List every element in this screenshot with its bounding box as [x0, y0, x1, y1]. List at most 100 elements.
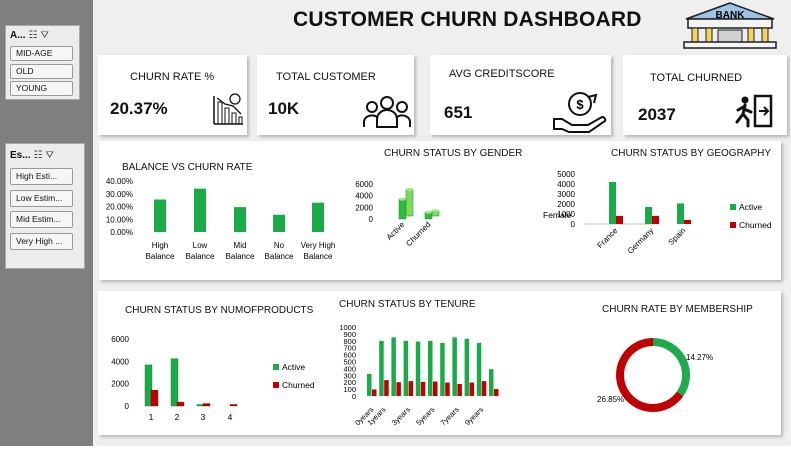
bar-2-active [171, 359, 178, 406]
x-tick-label: Mid [234, 241, 247, 250]
y-tick-label: 1000 [557, 210, 575, 219]
kpi-value: 10K [268, 99, 299, 119]
bar-10years-churned [494, 389, 499, 396]
bar-france-churned [616, 216, 623, 224]
estimated-salary-slicer[interactable]: Es... ☷ ⛛ High Esti... Low Estim... Mid … [5, 143, 85, 269]
clear-filter-icon[interactable]: ⛛ [46, 150, 54, 161]
bar-germany-active [645, 207, 652, 224]
balance-churn-chart: 40.00% 30.00% 20.00% 10.00% 0.00% High Balance… [93, 170, 363, 270]
svg-text:$: $ [576, 97, 584, 112]
y-tick-label: 2000 [111, 380, 129, 389]
y-tick-label: 20.00% [106, 203, 133, 212]
age-item-mid-age[interactable]: MID-AGE [10, 46, 73, 61]
bar-top [399, 198, 406, 201]
x-tick-label: Germany [626, 226, 656, 256]
x-tick-label: 2 [175, 412, 180, 422]
bar-3years-active [404, 341, 409, 396]
x-tick-label: Very High [301, 241, 336, 250]
age-slicer-title: A... [10, 30, 26, 41]
multi-select-icon[interactable]: ☷ [29, 30, 38, 41]
numofproducts-churn-chart: 6000 4000 2000 0 1 2 3 4 Active Churned [93, 325, 333, 430]
bar-spain-active [677, 203, 684, 224]
legend-swatch [730, 222, 736, 228]
multi-select-icon[interactable]: ☷ [34, 150, 43, 161]
bar-1years-churned [384, 380, 389, 396]
y-tick-label: 30.00% [106, 190, 133, 199]
x-tick-label: Active [385, 220, 407, 242]
exit-door-icon [733, 94, 775, 128]
tenure-churn-chart: 100090080070060050040030020010000years1y… [323, 318, 593, 433]
kpi-label: TOTAL CHURNED [650, 72, 742, 84]
bar-high-balance [154, 199, 166, 232]
x-tick-label: High [152, 241, 168, 250]
gender-churn-chart: 6000400020000ActiveChurnedFemaleFemaleMa… [353, 170, 573, 270]
declining-chart-icon [211, 92, 245, 126]
salary-item-low[interactable]: Low Estim... [10, 190, 73, 207]
salary-slicer-title: Es... [10, 150, 31, 161]
salary-item-very-high[interactable]: Very High ... [10, 233, 73, 250]
x-tick-label: Balance [226, 252, 255, 261]
bar-5years-active [428, 341, 433, 396]
x-tick-label: Balance [186, 252, 215, 261]
y-tick-label: 5000 [557, 170, 575, 179]
kpi-avg-creditscore: AVG CREDITSCORE 651 $ [430, 55, 611, 135]
membership-churn-chart: 14.27%26.85%ActiveNotActive [583, 320, 781, 432]
y-tick-label: 6000 [355, 180, 373, 189]
dashboard: CUSTOMER CHURN DASHBOARD BANK CHURN RATE… [93, 0, 791, 446]
bar-9years-active [477, 343, 482, 396]
bank-logo-text: BANK [716, 10, 746, 21]
kpi-label: CHURN RATE % [130, 71, 214, 83]
bar-2-churned [177, 402, 184, 406]
y-tick-label: 0 [571, 220, 576, 229]
age-slicer[interactable]: A... ☷ ⛛ MID-AGE OLD YOUNG [5, 25, 80, 100]
bank-logo-icon: BANK [678, 1, 783, 53]
salary-item-high[interactable]: High Esti... [10, 168, 73, 185]
data-label: 26.85% [597, 395, 624, 404]
chart-title-geography: CHURN STATUS BY GEOGRAPHY [611, 148, 771, 159]
kpi-label: AVG CREDITSCORE [449, 68, 555, 80]
salary-slicer-header: Es... ☷ ⛛ [6, 144, 84, 166]
x-tick-label: Spain [667, 226, 688, 247]
x-tick-label: Balance [146, 252, 175, 261]
bar-7years-active [452, 337, 457, 396]
x-tick-label: 4 [228, 412, 233, 422]
x-tick-label: 9years [463, 405, 485, 427]
bar-1years-active [379, 341, 384, 396]
y-tick-label: 4000 [557, 180, 575, 189]
bar-3years-churned [409, 381, 414, 396]
age-item-old[interactable]: OLD [10, 64, 73, 79]
bar-4years-active [416, 341, 421, 396]
chart-title-tenure: CHURN STATUS BY TENURE [339, 299, 476, 310]
age-item-young[interactable]: YOUNG [10, 81, 73, 96]
legend-swatch [273, 364, 279, 370]
sidebar: A... ☷ ⛛ MID-AGE OLD YOUNG Es... ☷ ⛛ Hig… [0, 0, 93, 446]
kpi-value: 2037 [638, 105, 676, 125]
age-slicer-header: A... ☷ ⛛ [6, 26, 79, 44]
bar-france-active [609, 182, 616, 224]
bar-0years-churned [372, 389, 377, 396]
bar-active-male [406, 189, 413, 216]
x-tick-label: No [274, 241, 285, 250]
x-tick-label: Churned [404, 220, 432, 248]
kpi-label: TOTAL CUSTOMER [276, 71, 376, 83]
legend-label: Churned [282, 380, 315, 390]
y-tick-label: 0 [352, 392, 356, 401]
bar-very-high-balance [312, 203, 324, 232]
data-label: 14.27% [686, 353, 713, 362]
y-tick-label: 40.00% [106, 177, 133, 186]
clear-filter-icon[interactable]: ⛛ [41, 30, 49, 41]
kpi-total-churned: TOTAL CHURNED 2037 [623, 55, 787, 135]
x-tick-label: France [595, 226, 619, 250]
bar-4-churned [230, 405, 237, 407]
legend-swatch [730, 204, 736, 210]
bar-top [425, 211, 432, 214]
x-tick-label: Balance [304, 252, 333, 261]
y-tick-label: 0 [125, 402, 130, 411]
x-tick-label: Balance [265, 252, 294, 261]
salary-item-mid[interactable]: Mid Estim... [10, 211, 73, 228]
bar-top [432, 209, 439, 212]
bar-3-churned [203, 404, 210, 406]
x-tick-label: 1 [149, 412, 154, 422]
chart-title-membership: CHURN RATE BY MEMBERSHIP [602, 304, 753, 315]
